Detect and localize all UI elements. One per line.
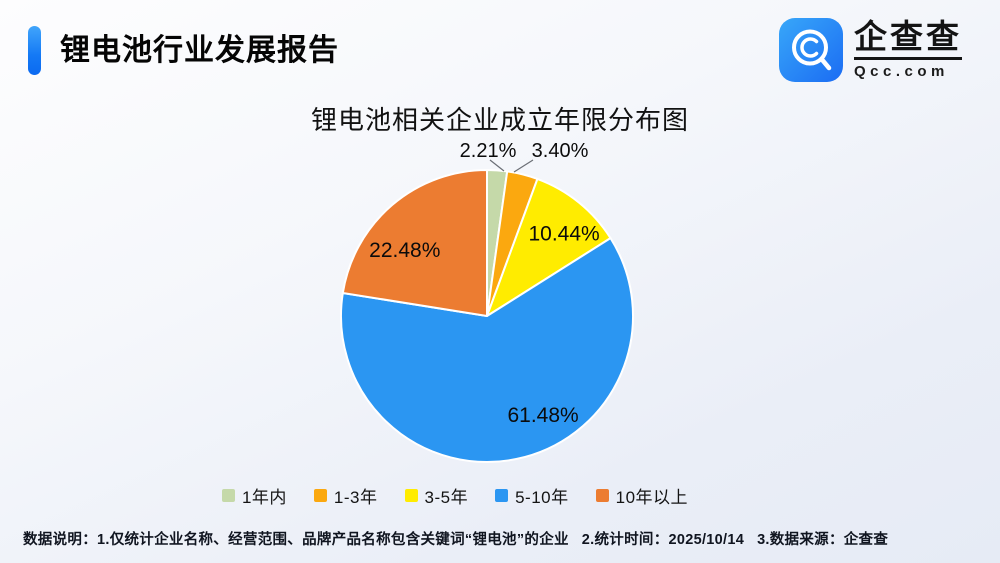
- legend-swatch: [313, 489, 327, 502]
- legend-item: 5-10年: [495, 483, 569, 508]
- page-title: 锂电池行业发展报告: [60, 34, 339, 67]
- chart-title: 锂电池相关企业成立年限分布图: [310, 105, 689, 135]
- accent-bar: [28, 26, 41, 75]
- pie-slice: [340, 237, 634, 463]
- brand-domain: Qcc.com: [854, 63, 949, 81]
- pie-slice-label: 2.21%: [460, 140, 517, 162]
- legend-label: 1-3年: [333, 488, 378, 507]
- brand-text: 企查查 Qcc.com: [854, 19, 962, 81]
- footer-note: 3.数据来源：企查查: [757, 532, 889, 548]
- legend-label: 5-10年: [515, 488, 569, 507]
- qcc-logo-icon: [779, 18, 843, 82]
- pie-slice: [486, 177, 612, 317]
- pie-slice-label: 61.48%: [507, 404, 578, 427]
- legend-item: 1-3年: [313, 483, 378, 508]
- legend-item: 3-5年: [404, 483, 469, 508]
- footer-note: 数据说明：1.仅统计企业名称、经营范围、品牌产品名称包含关键词“锂电池”的企业: [23, 532, 569, 548]
- legend-swatch: [221, 489, 235, 502]
- legend-swatch: [404, 489, 418, 502]
- report-header: 锂电池行业发展报告: [28, 26, 339, 75]
- label-leader-line: [489, 159, 505, 172]
- chart-legend: 1年内 1-3年 3-5年 5-10年 10年以上: [150, 483, 760, 508]
- label-leader-line: [513, 159, 534, 173]
- pie-slice: [341, 169, 488, 317]
- legend-swatch: [495, 489, 509, 502]
- footer-note: 2.统计时间：2025/10/14: [581, 532, 745, 548]
- legend-item: 1年内: [221, 483, 287, 508]
- legend-item: 10年以上: [595, 483, 689, 508]
- data-notes: 数据说明：1.仅统计企业名称、经营范围、品牌产品名称包含关键词“锂电池”的企业 2…: [23, 528, 983, 549]
- qcc-brand: 企查查 Qcc.com: [779, 18, 962, 82]
- legend-label: 10年以上: [615, 488, 689, 507]
- pie-slice-label: 22.48%: [369, 239, 440, 262]
- brand-name: 企查查: [854, 19, 962, 61]
- pie-slice-label: 3.40%: [532, 140, 589, 162]
- pie-slice-label: 10.44%: [528, 222, 599, 245]
- legend-label: 3-5年: [424, 488, 469, 507]
- legend-swatch: [595, 489, 609, 502]
- legend-label: 1年内: [241, 488, 287, 507]
